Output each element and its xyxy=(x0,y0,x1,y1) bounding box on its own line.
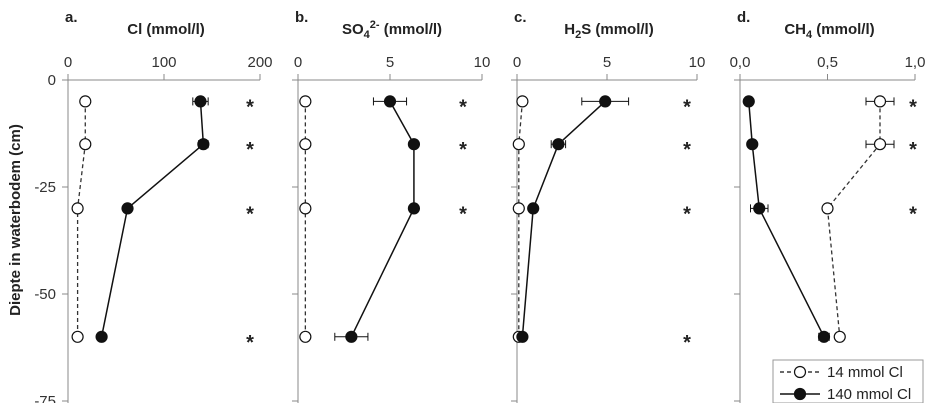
x-tick-label: 0,0 xyxy=(730,54,751,71)
series-line-14 xyxy=(518,101,524,337)
significance-star: * xyxy=(246,203,254,225)
x-tick-label: 10 xyxy=(474,54,491,71)
data-point-140 xyxy=(383,95,397,108)
significance-star: * xyxy=(683,203,691,225)
significance-star: * xyxy=(246,96,254,118)
data-point-14 xyxy=(873,95,887,108)
data-point-140 xyxy=(407,138,421,151)
panel-letter: d. xyxy=(737,9,750,26)
data-point-140 xyxy=(95,330,108,343)
y-tick-label: -50 xyxy=(34,286,56,303)
title-main: CH xyxy=(784,21,806,38)
data-point-140 xyxy=(746,138,759,151)
data-point-14 xyxy=(71,330,84,343)
data-point-140 xyxy=(516,330,529,343)
x-tick-label: 0,5 xyxy=(817,54,838,71)
significance-star: * xyxy=(683,332,691,354)
significance-star: * xyxy=(909,139,917,161)
significance-star: * xyxy=(246,139,254,161)
data-point-14 xyxy=(299,330,312,343)
data-point-14 xyxy=(512,138,525,151)
title-subscript: 4 xyxy=(364,29,371,41)
y-tick-label: -75 xyxy=(34,393,56,403)
data-point-140 xyxy=(552,138,565,151)
x-tick-label: 100 xyxy=(151,54,176,71)
panel-letter: c. xyxy=(514,9,527,26)
panel-title: Cl (mmol/l) xyxy=(127,21,205,38)
data-point-14 xyxy=(512,202,525,215)
significance-star: * xyxy=(909,96,917,118)
series-line-140 xyxy=(350,101,415,338)
data-point-140 xyxy=(742,95,755,108)
y-axis-label: Diepte in waterbodem (cm) xyxy=(7,124,24,316)
x-tick-label: 1,0 xyxy=(905,54,926,71)
panel-title: H2S (mmol/l) xyxy=(564,21,653,41)
title-main: H xyxy=(564,21,575,38)
panel-3: c. H2S (mmol/l) 0 5 10 * * * * xyxy=(511,9,705,403)
data-point-14 xyxy=(873,138,887,151)
title-rest: S (mmol/l) xyxy=(581,21,654,38)
significance-star: * xyxy=(683,139,691,161)
data-point-140 xyxy=(753,202,766,215)
data-point-14 xyxy=(299,138,312,151)
title-subscript: 4 xyxy=(806,29,813,41)
x-tick-label: 5 xyxy=(386,54,394,71)
data-point-14 xyxy=(299,95,312,108)
panel-1: a. Cl (mmol/l) 0 100 200 0 -25 -50 -75 * * * * xyxy=(34,9,273,403)
significance-star: * xyxy=(459,139,467,161)
legend-marker-filled xyxy=(793,387,807,401)
series-line-140 xyxy=(521,100,606,337)
significance-star: * xyxy=(459,96,467,118)
panel-letter: b. xyxy=(295,9,308,26)
data-point-140 xyxy=(197,138,210,151)
title-main: SO xyxy=(342,21,364,38)
data-point-140 xyxy=(817,330,831,343)
x-tick-label: 10 xyxy=(689,54,706,71)
x-tick-label: 5 xyxy=(603,54,611,71)
title-rest: (mmol/l) xyxy=(380,21,443,38)
title-subscript: 2 xyxy=(575,29,581,41)
data-point-140 xyxy=(527,202,540,215)
data-point-14 xyxy=(71,202,84,215)
legend: 14 mmol Cl 140 mmol Cl xyxy=(772,359,924,403)
x-tick-label: 200 xyxy=(247,54,272,71)
data-point-140 xyxy=(599,95,612,108)
panel-title: CH4 (mmol/l) xyxy=(784,21,874,41)
series-line-140 xyxy=(748,101,825,338)
y-tick-label: -25 xyxy=(34,179,56,196)
panel-title: SO42- (mmol/l) xyxy=(342,19,442,41)
significance-star: * xyxy=(246,332,254,354)
legend-label: 14 mmol Cl xyxy=(827,364,903,381)
data-point-14 xyxy=(821,202,834,215)
data-point-14 xyxy=(79,95,92,108)
title-main: Cl (mmol/l) xyxy=(127,21,205,38)
significance-star: * xyxy=(459,203,467,225)
series-line-14 xyxy=(826,101,881,337)
panel-2: b. SO42- (mmol/l) 0 5 10 * * * xyxy=(292,9,490,403)
significance-star: * xyxy=(909,203,917,225)
data-point-14 xyxy=(79,138,92,151)
panel-letter: a. xyxy=(65,9,78,26)
series-line-14 xyxy=(76,101,86,337)
data-point-140 xyxy=(345,330,358,343)
data-point-140 xyxy=(121,202,134,215)
title-superscript: 2- xyxy=(370,19,380,31)
series-line-140 xyxy=(100,101,205,337)
data-point-14 xyxy=(299,202,312,215)
legend-label: 140 mmol Cl xyxy=(827,386,911,403)
title-rest: (mmol/l) xyxy=(812,21,875,38)
data-point-140 xyxy=(194,95,207,108)
x-tick-label: 0 xyxy=(64,54,72,71)
data-point-14 xyxy=(833,330,846,343)
significance-star: * xyxy=(683,96,691,118)
data-point-14 xyxy=(516,95,529,108)
legend-marker-open xyxy=(793,365,807,379)
data-point-140 xyxy=(407,202,421,215)
y-tick-label: 0 xyxy=(48,72,56,89)
x-tick-label: 0 xyxy=(513,54,521,71)
panel-4: d. CH4 (mmol/l) 0,0 0,5 1,0 * * * xyxy=(730,9,926,403)
x-tick-label: 0 xyxy=(294,54,302,71)
